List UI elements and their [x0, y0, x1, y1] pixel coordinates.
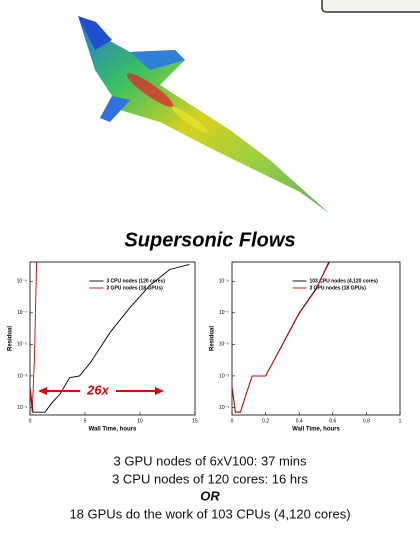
series-line	[29, 261, 38, 413]
legend-label: 3 CPU nodes (120 cores)	[106, 278, 165, 284]
annotation-bg	[80, 383, 116, 399]
corner-box	[321, 0, 420, 13]
legend-label: 103 CPU nodes (4,120 cores)	[309, 278, 378, 284]
x-tick-label: 10	[137, 418, 143, 424]
y-tick-label: 10⁻³	[17, 373, 27, 379]
x-tick-label: 0.2	[262, 418, 269, 424]
annotation: 26x	[86, 382, 109, 397]
x-axis-title: Wall Time, hours	[292, 427, 340, 433]
caption-line: 18 GPUs do the work of 103 CPUs (4,120 c…	[69, 506, 350, 521]
aircraft	[78, 16, 330, 214]
y-tick-label: 10⁻⁵	[219, 342, 229, 348]
x-tick-label: 0.8	[363, 418, 370, 424]
caption-line: 3 GPU nodes of 6xV100: 37 mins	[114, 453, 307, 468]
y-tick-label: 10⁻⁷	[219, 310, 229, 316]
x-axis-title: Wall Time, hours	[89, 427, 137, 433]
x-tick-label: 0	[231, 418, 234, 424]
x-tick-label: 1	[399, 418, 402, 424]
arrow-head	[155, 387, 164, 395]
y-axis-title: Residual	[210, 326, 216, 351]
y-tick-label: 10⁻⁷	[17, 310, 27, 316]
series-line	[231, 261, 330, 413]
x-tick-label: 0	[29, 418, 32, 424]
series-line	[29, 263, 190, 413]
y-tick-label: 10⁻⁹	[219, 279, 229, 285]
caption-or: OR	[200, 488, 220, 503]
y-tick-label: 10⁻⁵	[17, 342, 27, 348]
caption-line: 3 CPU nodes of 120 cores: 16 hrs	[112, 471, 308, 486]
y-tick-label: 10⁻¹	[17, 405, 27, 411]
plot-frame	[231, 261, 401, 416]
y-tick-label: 10⁻⁹	[17, 279, 27, 285]
x-tick-label: 0.6	[329, 418, 336, 424]
y-tick-label: 10⁻¹	[219, 405, 229, 411]
arrow-head	[38, 387, 47, 395]
x-tick-label: 0.4	[296, 418, 303, 424]
plot-frame	[29, 261, 196, 416]
x-tick-label: 15	[192, 418, 198, 424]
x-tick-label: 5	[84, 418, 87, 424]
title: Supersonic Flows	[124, 229, 295, 251]
y-tick-label: 10⁻³	[219, 373, 229, 379]
y-axis-title: Residual	[8, 326, 14, 351]
legend-label: 3 GPU nodes (18 GPUs)	[106, 285, 163, 291]
legend-label: 3 GPU nodes (18 GPUs)	[309, 285, 366, 291]
